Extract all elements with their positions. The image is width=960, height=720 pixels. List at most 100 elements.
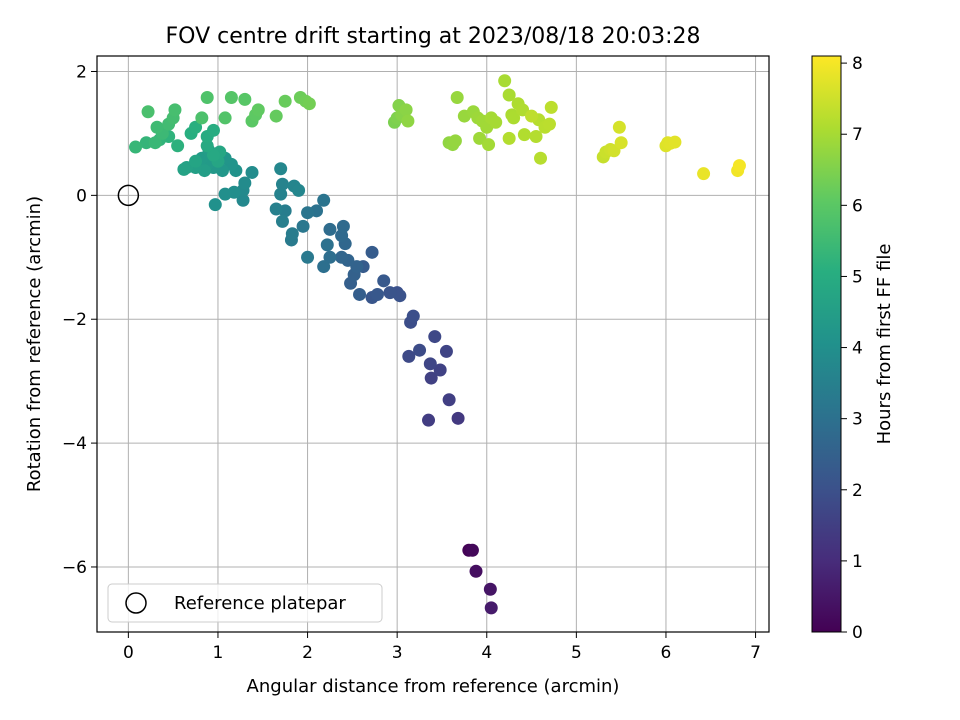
colorbar-tick-label: 0 bbox=[852, 623, 863, 643]
data-point bbox=[245, 165, 259, 179]
data-point bbox=[507, 111, 521, 125]
data-point bbox=[285, 227, 299, 241]
data-point bbox=[401, 114, 415, 128]
y-tick-label: −6 bbox=[62, 558, 87, 578]
data-point bbox=[275, 177, 289, 191]
data-point bbox=[484, 601, 498, 615]
data-point bbox=[335, 250, 349, 264]
data-point bbox=[171, 139, 185, 153]
data-point bbox=[206, 123, 220, 137]
reference-platepar-marker bbox=[117, 184, 140, 207]
data-point bbox=[292, 183, 306, 197]
x-axis-label: Angular distance from reference (arcmin) bbox=[247, 676, 620, 697]
x-tick-label: 5 bbox=[571, 643, 582, 663]
data-point bbox=[275, 214, 289, 228]
data-point bbox=[251, 103, 265, 117]
data-point bbox=[323, 250, 337, 264]
data-point bbox=[525, 109, 539, 123]
x-tick-label: 7 bbox=[750, 643, 761, 663]
data-point bbox=[274, 162, 288, 176]
data-point bbox=[433, 363, 447, 377]
data-point bbox=[450, 90, 464, 104]
data-point bbox=[238, 92, 252, 106]
data-point bbox=[422, 413, 436, 427]
data-point bbox=[301, 206, 315, 220]
data-point bbox=[402, 349, 416, 363]
legend-reference-marker bbox=[125, 592, 147, 614]
colorbar-tick-label: 3 bbox=[852, 410, 863, 430]
data-point bbox=[274, 187, 288, 201]
data-point bbox=[424, 371, 438, 385]
scatter-points bbox=[117, 74, 746, 615]
data-point bbox=[393, 289, 407, 303]
data-point bbox=[489, 115, 503, 129]
data-point bbox=[353, 287, 367, 301]
data-point bbox=[502, 131, 516, 145]
data-point bbox=[482, 138, 496, 152]
data-point bbox=[218, 111, 232, 125]
data-point bbox=[301, 250, 315, 264]
data-point bbox=[238, 176, 252, 190]
data-point bbox=[428, 330, 442, 344]
colorbar-tick-label: 1 bbox=[852, 552, 863, 572]
legend-frame bbox=[107, 583, 383, 623]
data-point bbox=[399, 103, 413, 117]
data-point bbox=[534, 151, 548, 165]
data-point bbox=[317, 260, 331, 274]
data-point bbox=[668, 135, 682, 149]
data-point bbox=[168, 103, 182, 117]
data-point bbox=[498, 74, 512, 88]
data-point bbox=[206, 148, 220, 162]
colorbar-tick-label: 5 bbox=[852, 267, 863, 287]
colorbar-tick-label: 4 bbox=[852, 339, 863, 359]
data-point bbox=[465, 543, 479, 557]
colorbar: 0 1 2 3 4 5 6 7 8 Hours from first FF file bbox=[811, 54, 895, 643]
data-point bbox=[517, 128, 531, 142]
data-point bbox=[413, 343, 427, 357]
y-axis-label: Rotation from reference (arcmin) bbox=[24, 196, 45, 492]
data-point bbox=[200, 139, 214, 153]
data-point bbox=[406, 309, 420, 323]
y-axis-ticks: 2 0 −2 −4 −6 bbox=[62, 62, 97, 578]
data-point bbox=[302, 97, 316, 111]
colorbar-label: Hours from first FF file bbox=[874, 244, 895, 445]
data-point bbox=[336, 219, 350, 233]
data-point bbox=[177, 162, 191, 176]
x-tick-label: 2 bbox=[302, 643, 313, 663]
x-axis-ticks: 0 1 2 3 4 5 6 7 bbox=[123, 632, 761, 663]
data-point bbox=[323, 222, 337, 236]
data-point bbox=[129, 140, 143, 154]
plot-frame bbox=[96, 55, 770, 633]
data-point bbox=[218, 187, 232, 201]
data-point bbox=[732, 159, 746, 173]
y-tick-label: −4 bbox=[62, 434, 87, 454]
colorbar-frame bbox=[811, 55, 842, 633]
data-point bbox=[614, 136, 628, 150]
data-point bbox=[377, 274, 391, 288]
y-tick-label: 2 bbox=[76, 62, 87, 82]
data-point bbox=[195, 111, 209, 125]
x-tick-label: 6 bbox=[661, 643, 672, 663]
data-point bbox=[612, 120, 626, 134]
data-point bbox=[469, 564, 483, 578]
data-point bbox=[544, 100, 558, 114]
data-point bbox=[139, 136, 153, 150]
x-tick-label: 4 bbox=[481, 643, 492, 663]
data-point bbox=[365, 245, 379, 259]
data-point bbox=[320, 238, 334, 252]
x-tick-label: 1 bbox=[213, 643, 224, 663]
data-point bbox=[697, 167, 711, 181]
colorbar-ticks: 0 1 2 3 4 5 6 7 8 bbox=[841, 54, 863, 643]
legend: Reference platepar bbox=[107, 583, 383, 623]
data-point bbox=[236, 193, 250, 207]
data-point bbox=[200, 90, 214, 104]
data-point bbox=[296, 219, 310, 233]
data-point bbox=[370, 287, 384, 301]
colorbar-tick-label: 6 bbox=[852, 196, 863, 216]
data-point bbox=[148, 136, 162, 150]
data-point bbox=[189, 120, 203, 134]
data-point bbox=[451, 411, 465, 425]
data-point bbox=[502, 88, 516, 102]
legend-entry-label: Reference platepar bbox=[174, 593, 346, 614]
